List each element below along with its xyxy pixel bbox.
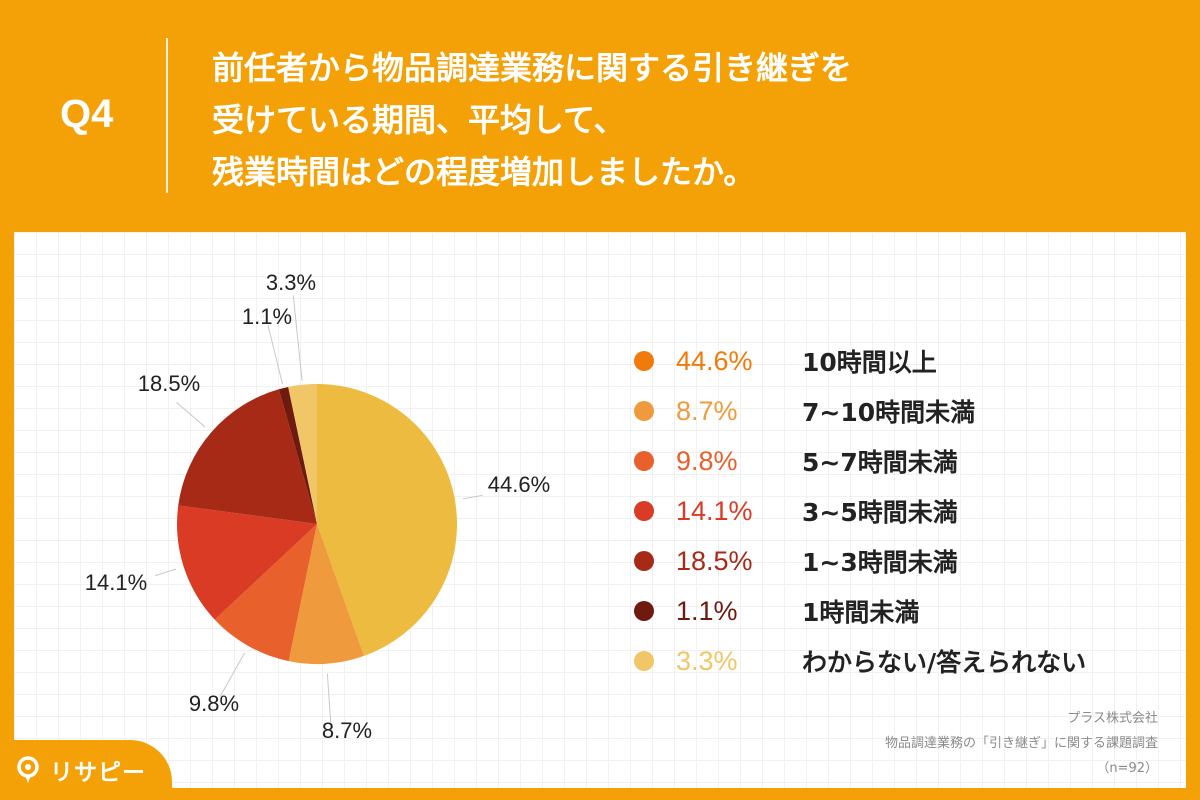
source-sample: （n=92） [1096,761,1158,776]
leader-line [267,324,284,385]
slice-label: 18.5% [138,371,200,396]
legend-percent: 44.6% [676,345,753,376]
legend-swatch [634,451,654,471]
legend-item: 1.1% 1時間未満 [634,586,1086,636]
question-number: Q4 [60,92,114,136]
legend-swatch [634,501,654,521]
pie-slice [288,384,317,524]
legend-label: 1~3時間未満 [802,548,958,577]
legend-label: わからない/答えられない [802,648,1087,677]
legend-percent: 9.8% [676,445,738,476]
legend-label: 10時間以上 [802,348,937,377]
logo-text: リサピー [50,760,146,786]
legend-item: 8.7% 7~10時間未満 [634,386,1086,436]
legend-swatch [634,651,654,671]
pin-icon [17,756,39,783]
legend-item: 18.5% 1~3時間未満 [634,536,1086,586]
slice-label: 1.1% [242,304,292,329]
legend-label: 3~5時間未満 [802,498,958,527]
legend-label: 7~10時間未満 [802,398,976,427]
leader-line [219,652,245,697]
chart-panel: 44.6% 8.7% 9.8% 14.1% 18.5% 1.1% 3.3% 44.6% 10時… [14,232,1186,788]
slice-label: 9.8% [189,691,239,716]
question-line: 前任者から物品調達業務に関する引き継ぎを [212,49,853,87]
legend-percent: 3.3% [676,645,738,676]
pie-slice [176,505,317,620]
leader-line [462,494,483,500]
question-line: 残業時間はどの程度増加しましたか。 [212,153,756,191]
leader-line [176,401,206,428]
legend-percent: 8.7% [676,395,738,426]
legend-swatch [634,401,654,421]
question-line: 受けている期間、平均して、 [212,101,626,139]
pie-slice [278,386,317,524]
slice-label: 8.7% [322,718,372,743]
legend-swatch [634,551,654,571]
slice-label: 14.1% [85,570,147,595]
legend-item: 44.6% 10時間以上 [634,336,1086,386]
question-header: Q4 前任者から物品調達業務に関する引き継ぎを 受けている期間、平均して、 残業… [0,0,1200,230]
question-text: 前任者から物品調達業務に関する引き継ぎを 受けている期間、平均して、 残業時間は… [212,42,1172,198]
legend-percent: 14.1% [676,495,753,526]
legend-label: 5~7時間未満 [802,448,958,477]
legend-percent: 1.1% [676,595,738,626]
brand-logo: リサピー [14,753,146,787]
legend-swatch [634,351,654,371]
pie-slice [178,389,317,524]
slice-label: 3.3% [266,270,316,295]
pie-slice [317,384,458,656]
legend-item: 14.1% 3~5時間未満 [634,486,1086,536]
slice-label: 44.6% [488,472,550,497]
legend-label: 1時間未満 [802,598,920,627]
leader-line [292,295,303,381]
legend-item: 3.3% わからない/答えられない [634,636,1086,686]
leader-line [154,568,177,577]
logo-tab [0,740,172,800]
source-note: プラス株式会社 物品調達業務の「引き継ぎ」に関する課題調査 （n=92） [885,706,1158,781]
pie-slice [288,524,364,664]
source-company: プラス株式会社 [1067,711,1158,726]
pie-slice [214,524,317,662]
legend-item: 9.8% 5~7時間未満 [634,436,1086,486]
chart-legend: 44.6% 10時間以上 8.7% 7~10時間未満 9.8% 5~7時間未満 14.1% 3… [634,336,1086,686]
header-divider [166,38,168,193]
legend-percent: 18.5% [676,545,753,576]
legend-swatch [634,601,654,621]
pie-chart: 44.6% 8.7% 9.8% 14.1% 18.5% 1.1% 3.3% [85,270,550,743]
leader-line [326,673,333,736]
source-survey: 物品調達業務の「引き継ぎ」に関する課題調査 [884,736,1158,751]
